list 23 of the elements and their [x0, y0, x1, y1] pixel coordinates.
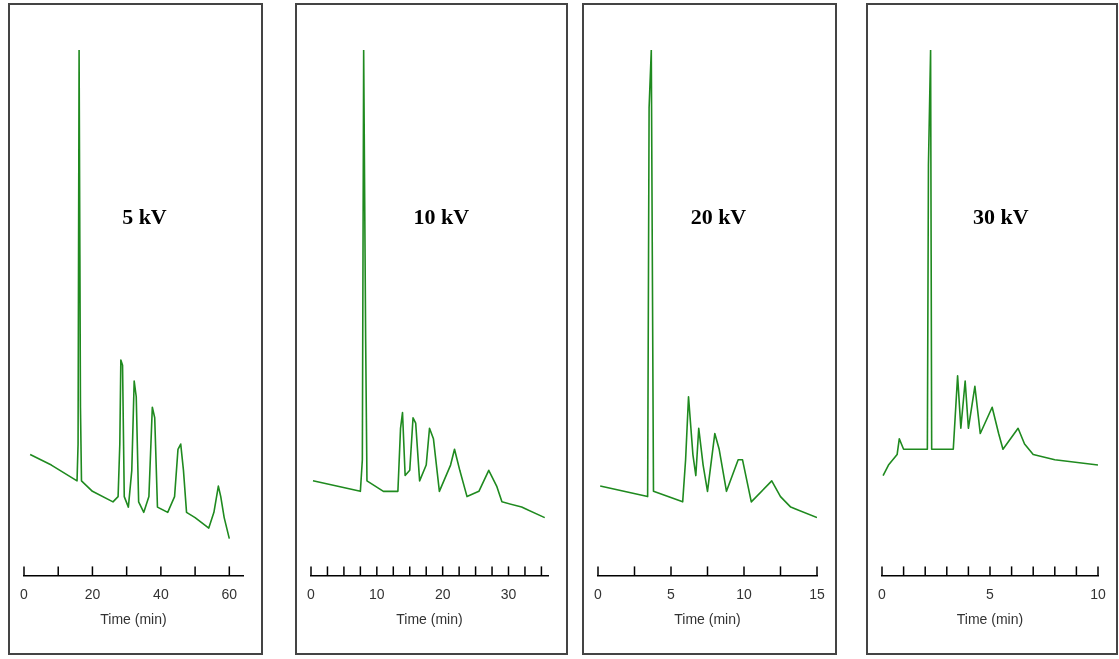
- x-tick-label: 40: [153, 585, 169, 602]
- x-axis-title: Time (min): [396, 611, 463, 628]
- x-tick-label: 5: [667, 585, 676, 602]
- x-axis-title: Time (min): [674, 611, 741, 628]
- x-tick-label: 15: [809, 585, 825, 602]
- x-tick-label: 0: [878, 585, 887, 602]
- annotation: 30 kV: [972, 203, 1029, 229]
- x-tick-label: 10: [1090, 585, 1106, 602]
- annotation: 10 kV: [413, 203, 470, 229]
- x-tick-label: 10: [736, 585, 752, 602]
- x-tick-label: 10: [369, 585, 385, 602]
- x-tick-label: 30: [500, 585, 517, 602]
- annotation: 5 kV: [122, 203, 167, 229]
- x-tick-label: 20: [434, 585, 451, 602]
- x-tick-label: 0: [594, 585, 603, 602]
- x-axis-title: Time (min): [956, 611, 1024, 628]
- x-tick-label: 60: [221, 585, 238, 602]
- x-tick-label: 5: [986, 585, 995, 602]
- x-tick-label: 0: [307, 585, 316, 602]
- x-tick-label: 20: [84, 585, 101, 602]
- x-axis-title: Time (min): [100, 611, 167, 628]
- annotation: 20 kV: [690, 203, 747, 229]
- x-tick-label: 0: [20, 585, 29, 602]
